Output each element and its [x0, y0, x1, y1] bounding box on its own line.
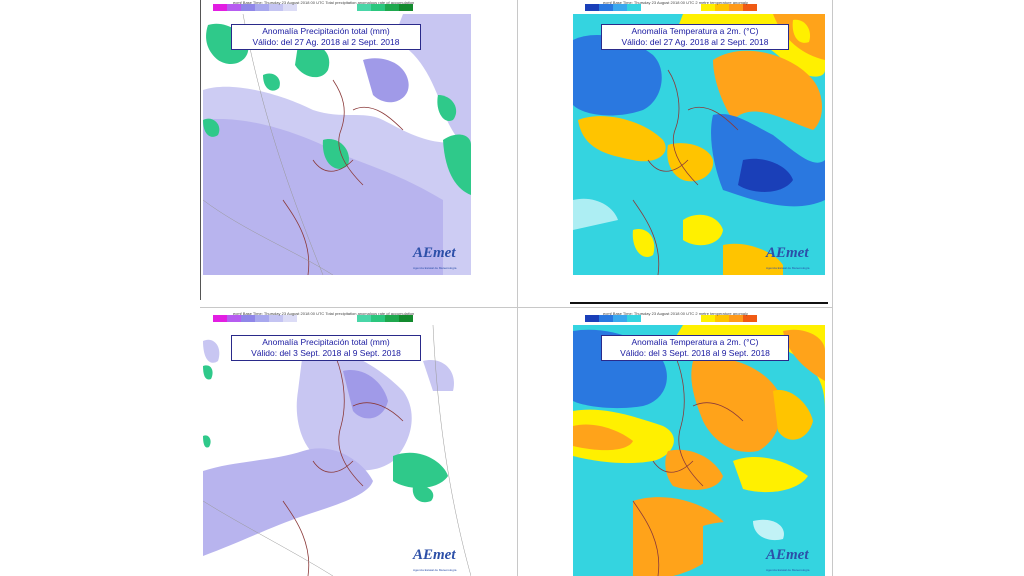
legend-swatch	[729, 4, 743, 11]
legend-swatch	[399, 315, 413, 322]
aemet-logo-subtitle: Agencia Estatal de Meteorología	[766, 568, 810, 572]
left-border-line	[200, 0, 201, 300]
legend-swatch	[627, 4, 641, 11]
legend-swatch	[269, 315, 283, 322]
temp-week1-title-box: Anomalía Temperatura a 2m. (°C) Válido: …	[601, 24, 789, 50]
temp-week2-panel: ecmf Base Time: Thursday 23 August 2018 …	[573, 311, 825, 576]
aemet-logo: AEmet	[413, 547, 456, 563]
legend-swatch	[613, 4, 627, 11]
precip-week1-map	[203, 13, 471, 275]
legend-swatch	[701, 315, 715, 322]
legend-swatch	[399, 4, 413, 11]
legend-swatch	[599, 4, 613, 11]
temp-week1-header: ecmf Base Time: Thursday 23 August 2018 …	[603, 0, 748, 5]
legend-swatch	[371, 315, 385, 322]
temp-week2-title: Anomalía Temperatura a 2m. (°C)	[631, 337, 759, 347]
legend-swatch	[357, 315, 371, 322]
temp-week2-legend	[573, 311, 825, 327]
legend-swatch	[283, 315, 297, 322]
precip-week2-header: ecmf Base Time: Thursday 23 August 2018 …	[233, 311, 415, 316]
precip-week1-panel: ecmf Base Time: Thursday 23 August 2018 …	[203, 0, 471, 275]
precip-week2-legend	[203, 311, 471, 327]
precip-week1-title: Anomalía Precipitación total (mm)	[262, 26, 390, 36]
precip-week2-title-box: Anomalía Precipitación total (mm) Válido…	[231, 335, 421, 361]
temp-week1-title: Anomalía Temperatura a 2m. (°C)	[631, 26, 759, 36]
aemet-logo-subtitle: Agencia Estatal de Meteorología	[766, 266, 810, 270]
temp-week1-valid: Válido: del 27 Ag. 2018 al 2 Sept. 2018	[621, 37, 769, 47]
temp-week2-map	[573, 325, 825, 576]
aemet-logo: AEmet	[766, 547, 809, 563]
right-border-line	[832, 0, 833, 576]
legend-swatch	[729, 315, 743, 322]
legend-swatch	[599, 315, 613, 322]
legend-swatch	[241, 4, 255, 11]
precip-week2-map	[203, 324, 471, 576]
precip-week1-header: ecmf Base Time: Thursday 23 August 2018 …	[233, 0, 415, 5]
legend-swatch	[357, 4, 371, 11]
legend-swatch	[227, 4, 241, 11]
legend-swatch	[371, 4, 385, 11]
temp-week1-legend	[573, 0, 825, 16]
horizontal-divider	[200, 307, 832, 308]
aemet-logo: AEmet	[766, 245, 809, 261]
legend-swatch	[213, 315, 227, 322]
legend-swatch	[701, 4, 715, 11]
precip-week2-valid: Válido: del 3 Sept. 2018 al 9 Sept. 2018	[251, 348, 401, 358]
legend-swatch	[627, 315, 641, 322]
dark-rule	[570, 302, 828, 304]
legend-swatch	[743, 4, 757, 11]
legend-swatch	[715, 4, 729, 11]
legend-swatch	[585, 315, 599, 322]
precip-week1-valid: Válido: del 27 Ag. 2018 al 2 Sept. 2018	[252, 37, 400, 47]
legend-swatch	[269, 4, 283, 11]
legend-swatch	[283, 4, 297, 11]
aemet-logo-subtitle: Agencia Estatal de Meteorología	[413, 266, 457, 270]
legend-swatch	[715, 315, 729, 322]
legend-swatch	[585, 4, 599, 11]
legend-swatch	[213, 4, 227, 11]
temp-week1-map	[573, 14, 825, 275]
legend-swatch	[255, 4, 269, 11]
legend-swatch	[385, 4, 399, 11]
temp-week2-header: ecmf Base Time: Thursday 23 August 2018 …	[603, 311, 748, 316]
temp-week2-valid: Válido: del 3 Sept. 2018 al 9 Sept. 2018	[620, 348, 770, 358]
precip-week2-panel: ecmf Base Time: Thursday 23 August 2018 …	[203, 311, 471, 576]
temp-week2-title-box: Anomalía Temperatura a 2m. (°C) Válido: …	[601, 335, 789, 361]
legend-swatch	[385, 315, 399, 322]
legend-swatch	[255, 315, 269, 322]
aemet-logo-subtitle: Agencia Estatal de Meteorología	[413, 568, 457, 572]
legend-swatch	[241, 315, 255, 322]
vertical-divider	[517, 0, 518, 576]
precip-week1-legend	[203, 0, 471, 16]
aemet-logo: AEmet	[413, 245, 456, 261]
legend-swatch	[227, 315, 241, 322]
legend-swatch	[743, 315, 757, 322]
temp-week1-panel: ecmf Base Time: Thursday 23 August 2018 …	[573, 0, 825, 275]
precip-week1-title-box: Anomalía Precipitación total (mm) Válido…	[231, 24, 421, 50]
precip-week2-title: Anomalía Precipitación total (mm)	[262, 337, 390, 347]
legend-swatch	[613, 315, 627, 322]
